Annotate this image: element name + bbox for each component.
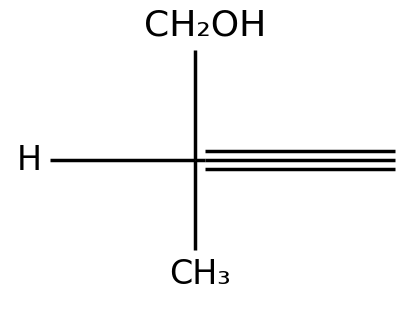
Text: CH₂OH: CH₂OH [144, 8, 266, 42]
Text: CH₃: CH₃ [169, 258, 231, 291]
Text: H: H [17, 143, 42, 176]
